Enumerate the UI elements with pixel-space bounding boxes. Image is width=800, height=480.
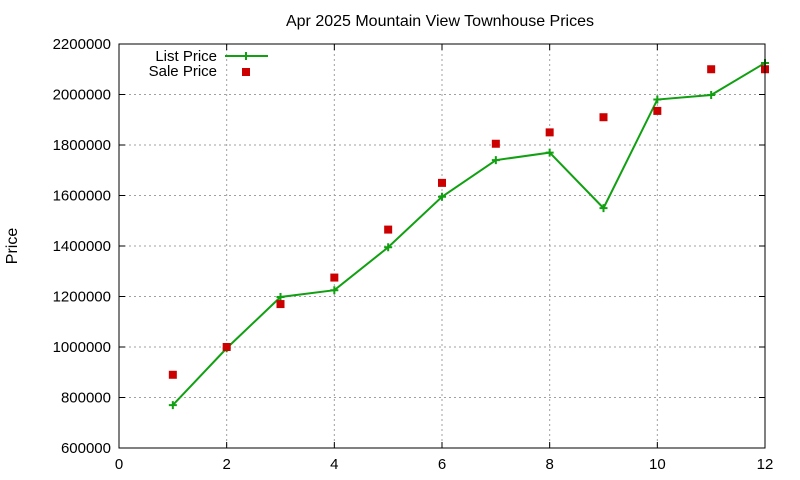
- sale-price-point: [491, 139, 500, 148]
- y-tick-label: 600000: [61, 440, 111, 457]
- y-tick-label: 1200000: [53, 289, 111, 306]
- y-axis-label: Price: [4, 228, 21, 265]
- sale-price-point: [384, 225, 393, 234]
- sale-price-point: [330, 273, 339, 282]
- list-price-point: [168, 401, 177, 410]
- chart-title: Apr 2025 Mountain View Townhouse Prices: [286, 13, 594, 30]
- y-tick-label: 800000: [61, 390, 111, 407]
- list-price-point: [653, 95, 662, 104]
- list-price-point: [545, 148, 554, 157]
- sale-price-point: [707, 65, 716, 74]
- y-tick-label: 1600000: [53, 188, 111, 205]
- legend-label-sale-price: Sale Price: [149, 63, 217, 80]
- sale-price-point: [599, 113, 608, 122]
- y-tick-label: 1000000: [53, 339, 111, 356]
- sale-price-point: [438, 178, 446, 187]
- list-price-point: [438, 192, 446, 201]
- x-tick-label: 2: [222, 456, 230, 473]
- sale-price-point: [168, 370, 177, 379]
- x-tick-label: 4: [330, 456, 338, 473]
- y-tick-label: 1800000: [53, 137, 111, 154]
- sale-price-point: [653, 106, 662, 115]
- list-price-point: [276, 293, 285, 302]
- plot-frame: [118, 43, 766, 449]
- legend-marker-list-price: [242, 52, 250, 60]
- axis-ticks: 0 2 4 6 8 10 12 600000 800000 1000000 1200000 14000…: [53, 36, 774, 473]
- x-tick-label: 12: [757, 456, 774, 473]
- list-price-point: [384, 243, 393, 252]
- list-price-point: [330, 286, 339, 295]
- y-tick-label: 2200000: [53, 36, 111, 53]
- grid: [119, 44, 765, 448]
- sale-price-point: [545, 128, 554, 137]
- x-tick-label: 10: [649, 456, 666, 473]
- y-tick-label: 2000000: [53, 87, 111, 104]
- legend-label-list-price: List Price: [155, 48, 217, 65]
- sale-price-point: [276, 300, 285, 309]
- list-price-point: [707, 91, 716, 100]
- legend-marker-sale-price: [242, 68, 250, 76]
- x-tick-label: 6: [438, 456, 446, 473]
- sale-price-point: [222, 343, 231, 351]
- list-price-line: [172, 62, 766, 406]
- x-tick-label: 0: [115, 456, 123, 473]
- series-layer: [168, 58, 769, 410]
- list-price-point: [599, 204, 608, 213]
- y-tick-label: 1400000: [53, 238, 111, 255]
- x-tick-label: 8: [545, 456, 553, 473]
- list-price-point: [491, 156, 500, 165]
